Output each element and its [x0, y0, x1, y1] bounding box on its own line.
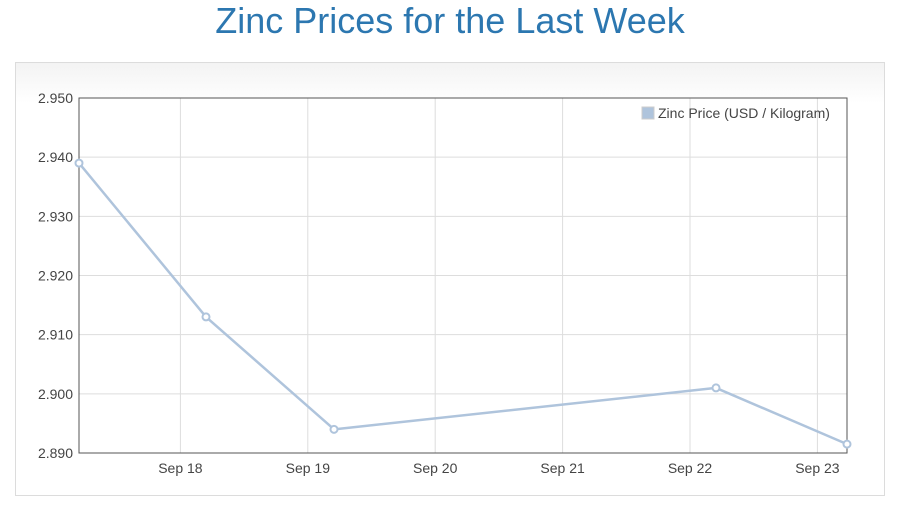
data-point [201, 312, 211, 322]
y-tick-label: 2.890 [38, 445, 73, 461]
y-tick-label: 2.940 [38, 149, 73, 165]
x-tick-label: Sep 20 [413, 460, 458, 476]
x-tick-label: Sep 22 [668, 460, 713, 476]
chart-panel: 2.950 2.940 2.930 2.920 2.910 2.900 2.890 Sep 1… [15, 62, 885, 496]
legend-label: Zinc Price (USD / Kilogram) [658, 105, 830, 121]
data-point [329, 424, 339, 434]
line-chart: 2.950 2.940 2.930 2.920 2.910 2.900 2.890 Sep 1… [38, 90, 852, 476]
y-tick-label: 2.900 [38, 386, 73, 402]
plot-border [78, 97, 848, 454]
y-tick-label: 2.920 [38, 268, 73, 284]
data-point [74, 158, 84, 168]
page-title: Zinc Prices for the Last Week [215, 0, 685, 41]
legend-swatch [641, 106, 655, 120]
y-tick-label: 2.910 [38, 327, 73, 343]
data-point [711, 383, 721, 393]
x-tick-label: Sep 21 [540, 460, 585, 476]
y-tick-label: 2.950 [38, 90, 73, 106]
data-point [842, 439, 852, 449]
x-tick-label: Sep 18 [158, 460, 203, 476]
y-tick-label: 2.930 [38, 208, 73, 224]
x-tick-label: Sep 19 [286, 460, 331, 476]
x-tick-label: Sep 23 [795, 460, 840, 476]
